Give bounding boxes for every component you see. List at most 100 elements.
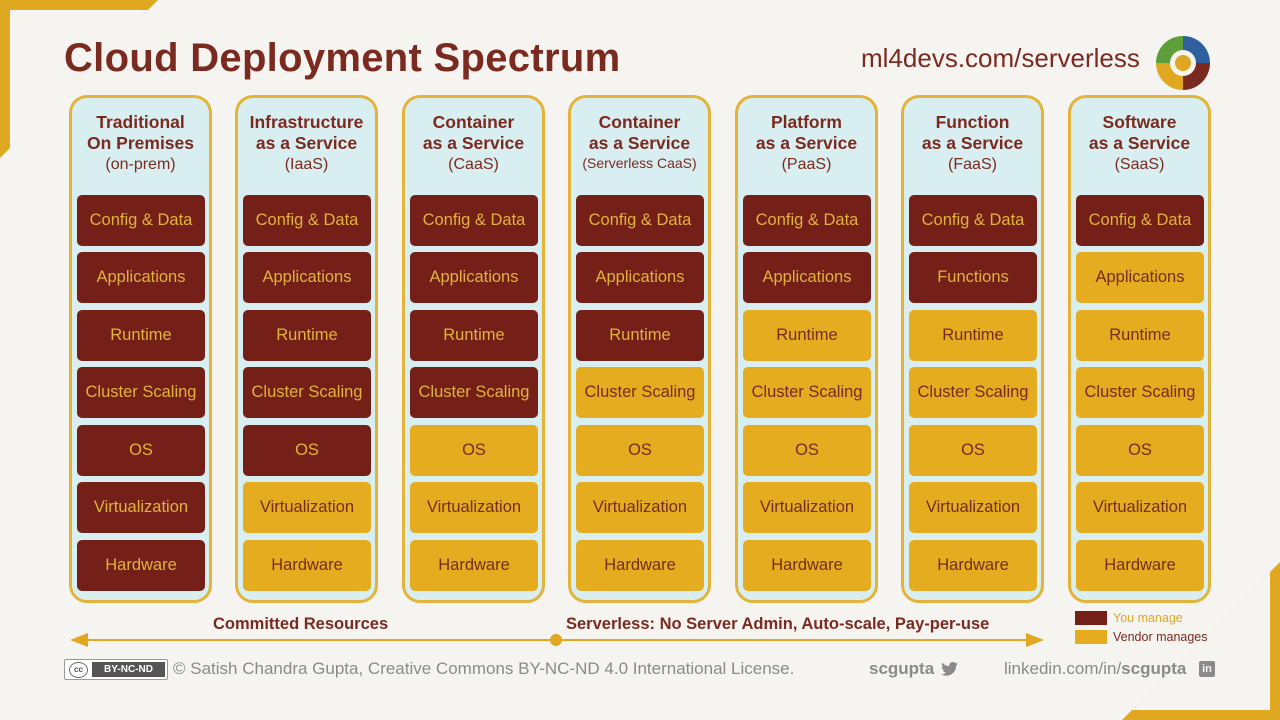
column-title-line1: Container <box>432 112 515 132</box>
cc-icon: cc <box>69 661 88 678</box>
linkedin-icon: in <box>1199 661 1215 677</box>
layer-cell: Cluster Scaling <box>576 367 704 418</box>
layer-cell: Config & Data <box>77 195 205 246</box>
column-title: Function as a Service (FaaS) <box>904 112 1041 175</box>
layer-cell: OS <box>243 425 371 476</box>
layer-cell: Hardware <box>1076 540 1204 591</box>
column-title-line1: Traditional <box>96 112 185 132</box>
layer-cell: Runtime <box>909 310 1037 361</box>
deployment-column: Container as a Service (Serverless CaaS) Co… <box>568 95 711 603</box>
column-title-line3: (FaaS) <box>948 156 997 173</box>
twitter-handle[interactable]: scgupta <box>869 659 935 678</box>
column-title: Software as a Service (SaaS) <box>1071 112 1208 175</box>
layer-cell: Hardware <box>77 540 205 591</box>
linkedin-prefix: linkedin.com/in/ <box>1004 659 1122 678</box>
layer-cell: Applications <box>243 252 371 303</box>
arrow-left-icon <box>70 633 88 647</box>
linkedin-link[interactable]: linkedin.com/in/scgupta <box>1004 659 1186 679</box>
layer-cell: Virtualization <box>410 482 538 533</box>
layer-cell: Cluster Scaling <box>410 367 538 418</box>
legend-swatch-you <box>1075 611 1107 625</box>
deployment-columns: Traditional On Premises (on-prem) Config & … <box>69 95 1211 603</box>
column-title-line2: as a Service <box>422 133 525 153</box>
layer-cell: Hardware <box>410 540 538 591</box>
layer-cell: Runtime <box>576 310 704 361</box>
layer-cell: Virtualization <box>743 482 871 533</box>
deployment-column: Container as a Service (CaaS) Config & Data… <box>402 95 545 603</box>
ml4devs-logo-icon <box>1156 36 1210 90</box>
layer-cell: Cluster Scaling <box>743 367 871 418</box>
layer-cell: Config & Data <box>909 195 1037 246</box>
spectrum-midpoint-dot <box>550 634 562 646</box>
arrow-right-icon <box>1026 633 1044 647</box>
layer-cell: Runtime <box>410 310 538 361</box>
column-title-line3: (PaaS) <box>781 156 832 173</box>
deployment-column: Function as a Service (FaaS) Config & Data F… <box>901 95 1044 603</box>
linkedin-handle: scgupta <box>1121 659 1187 678</box>
legend-label-vendor: Vendor manages <box>1113 630 1208 644</box>
legend-label-you: You manage <box>1113 611 1183 625</box>
deployment-column: Platform as a Service (PaaS) Config & Data A… <box>735 95 878 603</box>
layer-cell: Cluster Scaling <box>243 367 371 418</box>
layer-cell: Virtualization <box>77 482 205 533</box>
layer-cell: OS <box>909 425 1037 476</box>
twitter-icon <box>941 662 958 676</box>
layer-cell: Applications <box>576 252 704 303</box>
column-title-line3: (CaaS) <box>448 156 499 173</box>
column-title-line1: Infrastructure <box>249 112 364 132</box>
cc-badge-text: BY-NC-ND <box>92 662 165 677</box>
layer-cell: OS <box>743 425 871 476</box>
layer-cell: Virtualization <box>1076 482 1204 533</box>
site-link[interactable]: ml4devs.com/serverless <box>861 43 1140 73</box>
column-title-line3: (on-prem) <box>105 156 176 173</box>
column-title: Traditional On Premises (on-prem) <box>72 112 209 175</box>
layer-cell: OS <box>410 425 538 476</box>
column-title-line1: Container <box>598 112 681 132</box>
layer-cell: Functions <box>909 252 1037 303</box>
column-title-line3: (Serverless CaaS) <box>582 155 697 171</box>
layer-cell: Runtime <box>77 310 205 361</box>
layer-cell: Config & Data <box>1076 195 1204 246</box>
column-title: Container as a Service (CaaS) <box>405 112 542 175</box>
cc-license-badge[interactable]: cc BY-NC-ND <box>64 659 168 680</box>
layer-cell: Runtime <box>743 310 871 361</box>
column-title-line1: Platform <box>771 112 842 132</box>
column-title: Container as a Service (Serverless CaaS) <box>571 112 708 172</box>
layer-cell: Virtualization <box>243 482 371 533</box>
deployment-column: Traditional On Premises (on-prem) Config & … <box>69 95 212 603</box>
layer-cell: Hardware <box>243 540 371 591</box>
layer-cell: Applications <box>1076 252 1204 303</box>
layer-cell: Applications <box>77 252 205 303</box>
layer-cell: Hardware <box>576 540 704 591</box>
layer-cell: Virtualization <box>909 482 1037 533</box>
layer-cell: Config & Data <box>243 195 371 246</box>
layer-cell: OS <box>77 425 205 476</box>
layer-cell: Hardware <box>743 540 871 591</box>
column-title-line2: as a Service <box>588 133 691 153</box>
column-title-line2: On Premises <box>87 133 194 153</box>
layer-cell: Config & Data <box>576 195 704 246</box>
layer-cell: Applications <box>410 252 538 303</box>
legend-swatch-vendor <box>1075 630 1107 644</box>
layer-cell: Config & Data <box>743 195 871 246</box>
layer-cell: Virtualization <box>576 482 704 533</box>
layer-cell: OS <box>576 425 704 476</box>
column-title-line2: as a Service <box>921 133 1024 153</box>
column-title-line2: as a Service <box>755 133 858 153</box>
column-title: Infrastructure as a Service (IaaS) <box>238 112 375 175</box>
column-title-line1: Software <box>1102 112 1177 132</box>
column-title-line3: (IaaS) <box>284 156 329 173</box>
layer-cell: Runtime <box>243 310 371 361</box>
copyright-text: © Satish Chandra Gupta, Creative Commons… <box>173 659 795 678</box>
column-title: Platform as a Service (PaaS) <box>738 112 875 175</box>
column-title-line3: (SaaS) <box>1114 156 1165 173</box>
serverless-label: Serverless: No Server Admin, Auto-scale,… <box>566 615 990 633</box>
layer-cell: Applications <box>743 252 871 303</box>
page-title: Cloud Deployment Spectrum <box>64 36 621 80</box>
column-title-line2: as a Service <box>255 133 358 153</box>
column-title-line1: Function <box>935 112 1010 132</box>
layer-cell: OS <box>1076 425 1204 476</box>
layer-cell: Hardware <box>909 540 1037 591</box>
committed-resources-label: Committed Resources <box>213 615 389 633</box>
column-title-line2: as a Service <box>1088 133 1191 153</box>
